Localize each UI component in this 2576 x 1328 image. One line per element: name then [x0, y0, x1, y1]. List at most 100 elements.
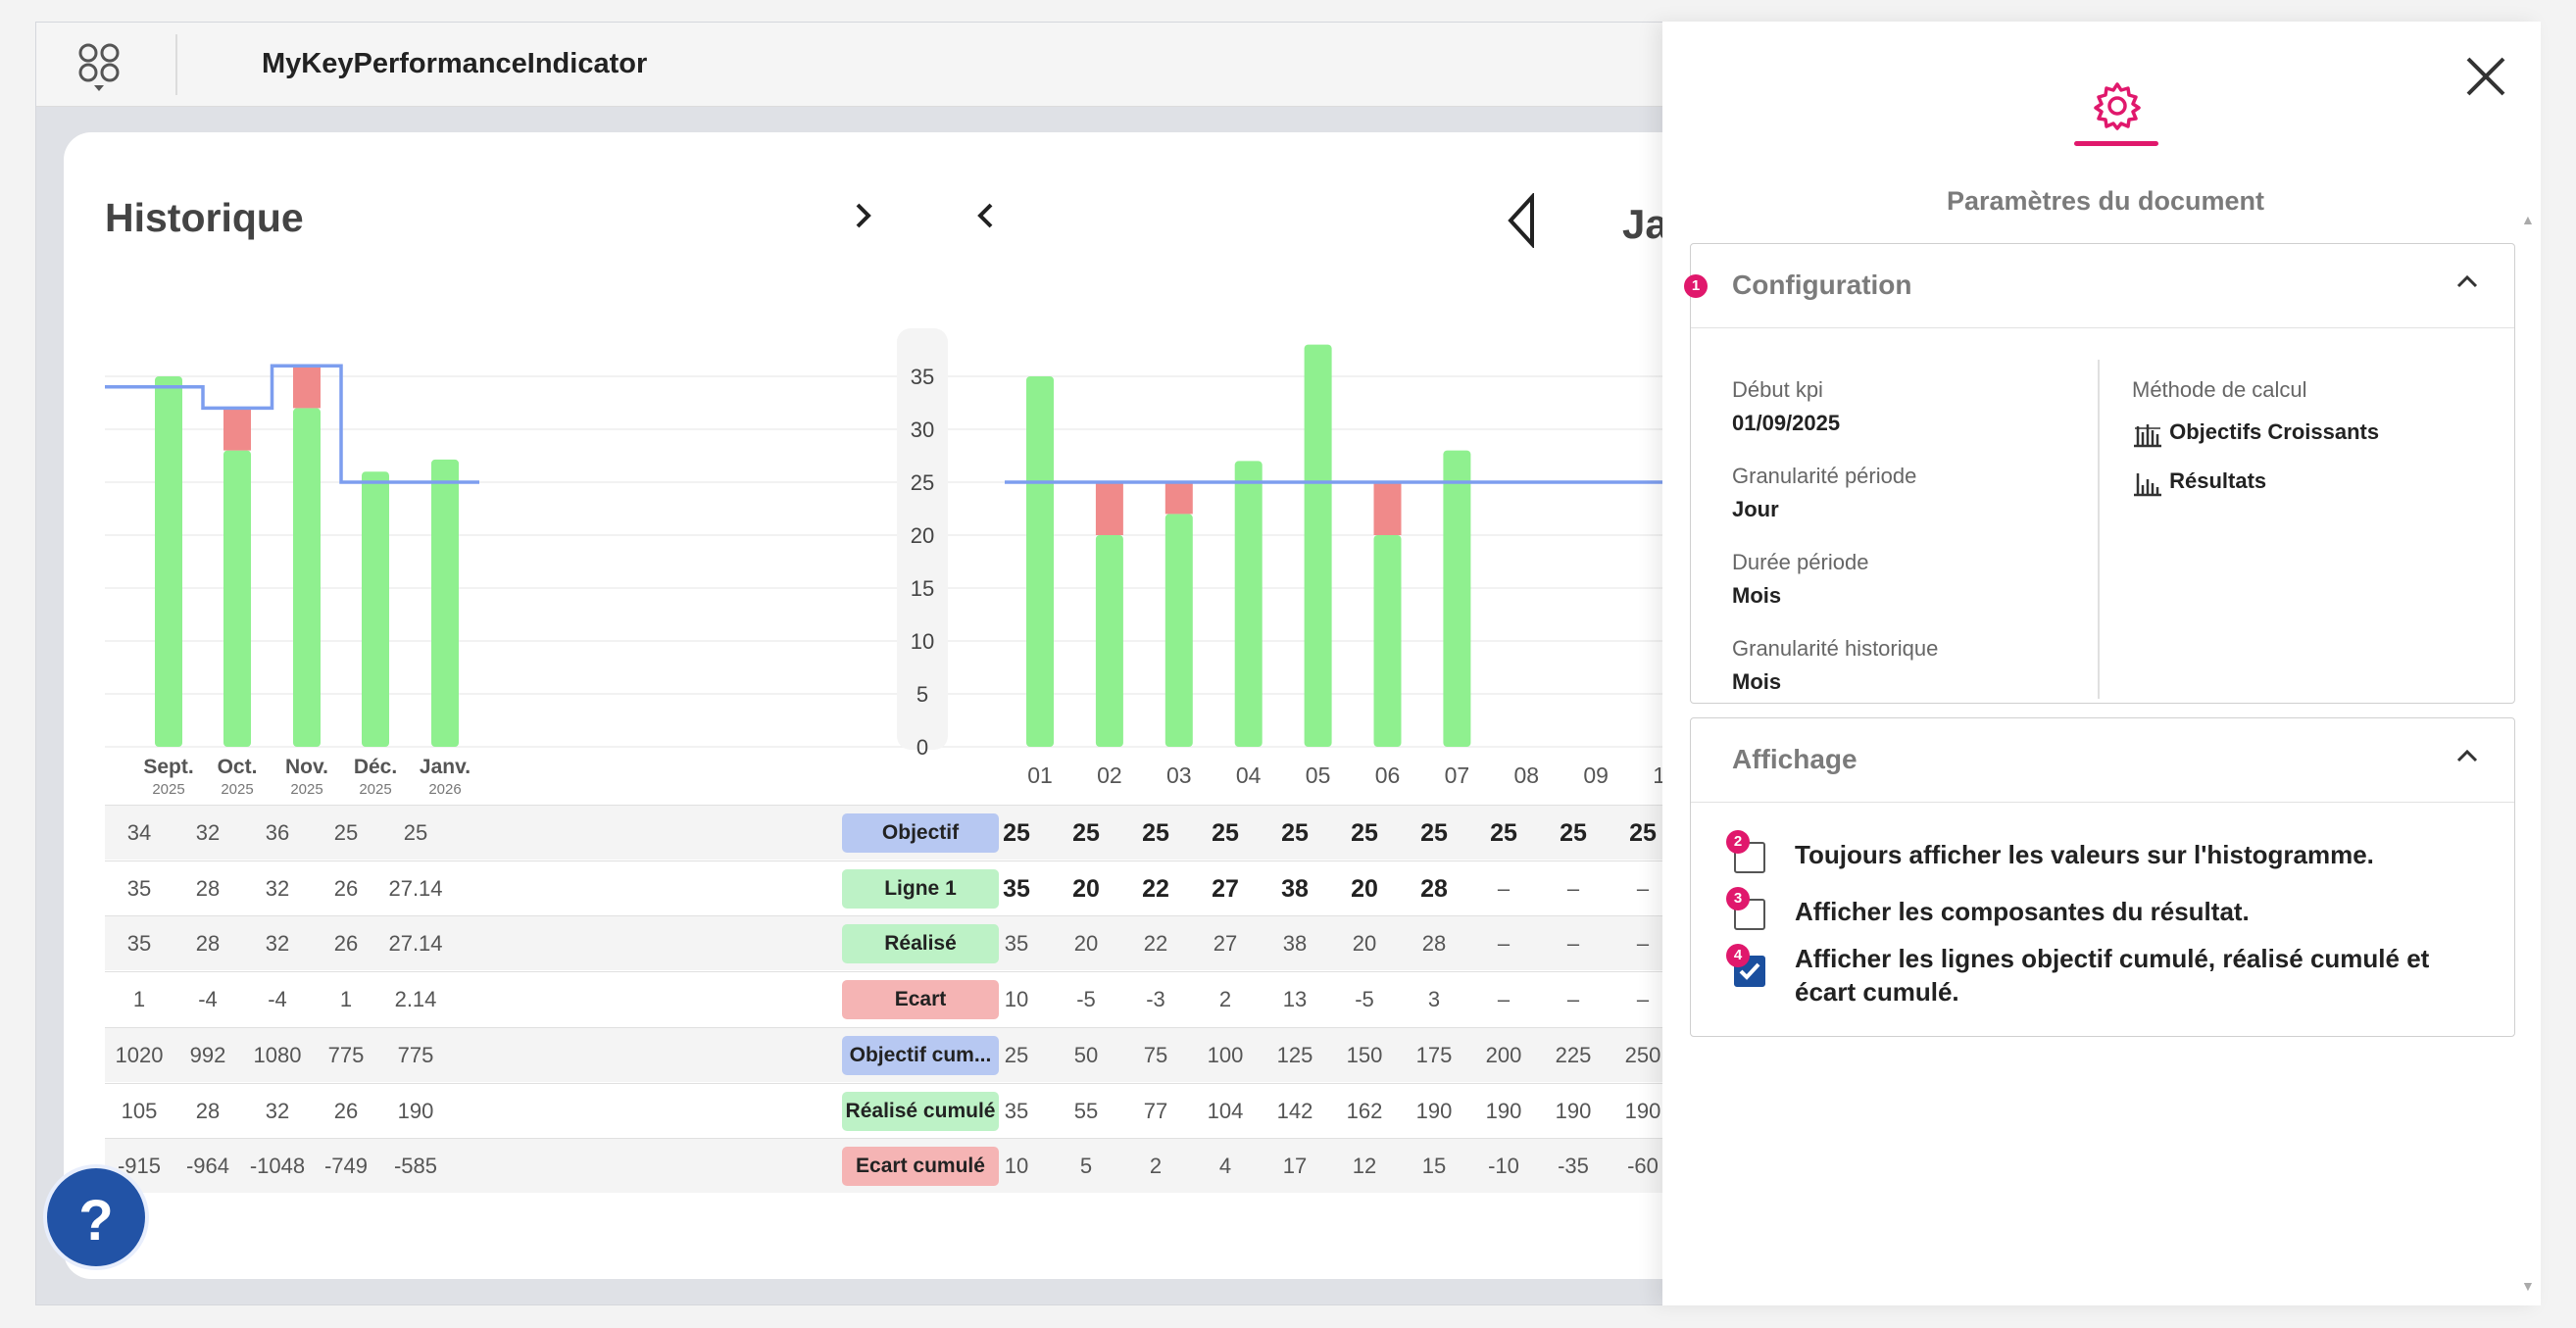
row-label-pill[interactable]: Réalisé cumulé [842, 1091, 999, 1131]
kpi-chart: Sept.2025Oct.2025Nov.2025Déc.2025Janv.20… [105, 328, 1828, 798]
table-cell-day: 22 [1143, 931, 1168, 957]
table-cell-history: 26 [333, 875, 359, 901]
table-cell-day: 27 [1212, 874, 1239, 903]
bar-realise [362, 471, 389, 747]
table-cell-day: 50 [1073, 1042, 1099, 1067]
table-cell-day: 35 [1004, 1098, 1029, 1123]
table-cell-day: – [1566, 931, 1580, 957]
table-cell-day: 2 [1218, 987, 1232, 1012]
x-tick-label: 02 [1097, 762, 1122, 788]
table-cell-day: 225 [1555, 1042, 1592, 1067]
active-tab-indicator [2074, 141, 2158, 146]
methode-1-label: Objectifs Croissants [2169, 418, 2380, 444]
table-cell-day: 250 [1624, 1042, 1661, 1067]
history-card: Historique Jan Sept. 2025 Oct. 2025 Nov. 2025… [64, 132, 1830, 1279]
table-cell-day: 142 [1276, 1098, 1313, 1123]
x-tick-label: 06 [1375, 762, 1401, 788]
bar-realise [1026, 376, 1054, 747]
x-tick-year: 2025 [290, 781, 322, 798]
table-cell-day: -60 [1627, 1154, 1659, 1179]
x-tick-label: Sept. [143, 756, 193, 778]
row-label-pill[interactable]: Objectif [842, 813, 999, 853]
option-label[interactable]: Afficher les lignes objectif cumulé, réa… [1795, 944, 2430, 1007]
table-cell-day: – [1566, 875, 1580, 901]
checkmark-icon [1739, 962, 1760, 980]
table-cell-day: 25 [1560, 819, 1587, 847]
x-tick-label: Janv. [420, 756, 471, 778]
table-cell-day: 150 [1346, 1042, 1383, 1067]
chevron-up-icon[interactable] [2455, 744, 2479, 767]
table-cell-day: 22 [1142, 874, 1169, 903]
table-cell-day: 77 [1143, 1098, 1168, 1123]
table-row: 35 28 32 26 27.14 Réalisé 35 20 22 27 38 20 28– – – [105, 915, 1830, 971]
bar-realise [1234, 461, 1263, 747]
option-label[interactable]: Afficher les composantes du résultat. [1795, 897, 2250, 926]
table-cell-day: 25 [1420, 819, 1448, 847]
table-cell-day: 55 [1073, 1098, 1099, 1123]
section-title: Affichage [1732, 744, 1858, 774]
table-cell-day: 13 [1282, 987, 1308, 1012]
bar-realise [431, 459, 459, 747]
scroll-down-icon[interactable]: ▼ [2521, 1278, 2535, 1294]
chevron-right-icon[interactable] [853, 199, 874, 239]
chevron-up-icon[interactable] [2455, 270, 2479, 293]
affichage-header[interactable]: Affichage [1691, 718, 2514, 803]
table-cell-history: 27.14 [388, 931, 443, 957]
gear-icon[interactable] [2092, 80, 2143, 131]
table-cell-day: 5 [1079, 1154, 1093, 1179]
bar-ecart [1373, 482, 1402, 535]
x-tick-label: 01 [1027, 762, 1053, 788]
close-icon[interactable] [2464, 55, 2507, 98]
table-cell-day: 25 [1004, 1042, 1029, 1067]
table-cell-day: – [1566, 987, 1580, 1012]
row-label-pill[interactable]: Ecart cumulé [842, 1147, 999, 1187]
x-tick-label: Oct. [218, 756, 258, 778]
row-label-pill[interactable]: Ecart [842, 980, 999, 1020]
x-tick-label: Déc. [354, 756, 397, 778]
table-row: 1 -4 -4 1 2.14 Ecart 10 -5 -3 2 13 -5 3 – – – [105, 971, 1830, 1026]
table-cell-day: 175 [1415, 1042, 1453, 1067]
help-button[interactable]: ? [43, 1164, 149, 1270]
table-cell-day: 25 [1142, 819, 1169, 847]
debut-kpi-value: 01/09/2025 [1732, 411, 1841, 435]
bar-realise [223, 450, 251, 747]
bar-realise [1164, 514, 1193, 747]
table-cell-history: 26 [333, 1098, 359, 1123]
triangle-left-icon[interactable] [1505, 191, 1538, 255]
table-cell-history: 36 [265, 820, 290, 845]
granularite-periode-label: Granularité période [1732, 464, 1917, 488]
table-cell-day: 125 [1276, 1042, 1313, 1067]
table-cell-history: -585 [393, 1154, 438, 1179]
table-cell-day: – [1497, 875, 1511, 901]
table-cell-day: 20 [1351, 874, 1378, 903]
step-badge: 2 [1726, 830, 1750, 854]
row-label-pill[interactable]: Objectif cum... [842, 1035, 999, 1075]
table-cell-day: – [1497, 931, 1511, 957]
table-cell-day: 17 [1282, 1154, 1308, 1179]
table-cell-day: 20 [1073, 931, 1099, 957]
table-cell-history: -4 [268, 987, 287, 1012]
row-label-pill[interactable]: Réalisé [842, 924, 999, 964]
table-cell-day: 38 [1282, 931, 1308, 957]
row-label-pill[interactable]: Ligne 1 [842, 868, 999, 909]
apps-grid-icon[interactable] [75, 40, 124, 95]
table-row: 105 28 32 26 190 Réalisé cumulé 35 55 77 104 142 16… [105, 1082, 1830, 1138]
methode-2-label: Résultats [2169, 467, 2267, 493]
x-tick-label: 05 [1306, 762, 1331, 788]
chevron-left-icon[interactable] [975, 199, 997, 239]
bar-chart-icon [2134, 473, 2161, 497]
table-cell-day: 28 [1421, 931, 1447, 957]
settings-panel: Paramètres du document ▲ ▼ Configuration… [1662, 22, 2541, 1305]
table-cell-day: -35 [1558, 1154, 1589, 1179]
table-cell-day: 200 [1485, 1042, 1522, 1067]
table-cell-history: 35 [126, 875, 152, 901]
table-cell-history: 34 [126, 820, 152, 845]
option-label[interactable]: Toujours afficher les valeurs sur l'hist… [1795, 840, 2374, 869]
granularite-historique-label: Granularité historique [1732, 636, 1939, 661]
configuration-header[interactable]: Configuration [1691, 244, 2514, 328]
table-cell-day: 10 [1004, 1154, 1029, 1179]
table-cell-day: 25 [1281, 819, 1309, 847]
topbar-divider [175, 34, 177, 95]
table-cell-history: -749 [323, 1154, 369, 1179]
scroll-up-icon[interactable]: ▲ [2521, 212, 2535, 227]
